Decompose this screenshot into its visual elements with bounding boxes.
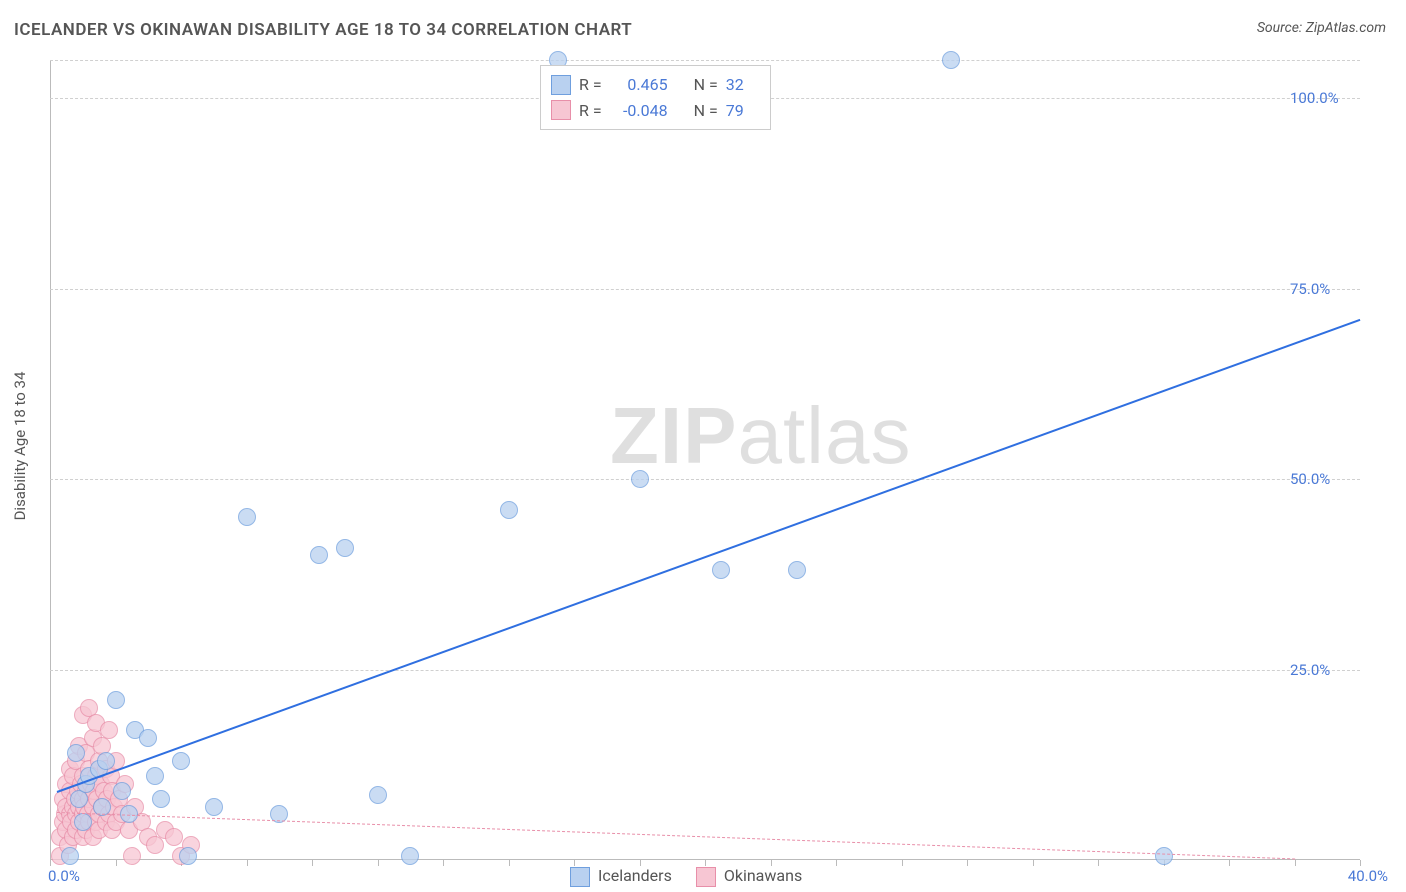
- gridline: [50, 479, 1360, 480]
- legend-swatch: [551, 75, 571, 95]
- data-point: [139, 729, 157, 747]
- legend-n-label: N =: [694, 72, 718, 98]
- legend-swatch: [570, 867, 590, 887]
- footer-legend-item: Okinawans: [696, 866, 802, 887]
- legend-n-value: 32: [726, 72, 756, 98]
- data-point: [369, 786, 387, 804]
- data-point: [500, 501, 518, 519]
- watermark-bold: ZIP: [610, 391, 737, 480]
- y-tick-label: 75.0%: [1290, 280, 1330, 298]
- y-tick-label: 100.0%: [1290, 89, 1339, 107]
- legend-row: R = 0.465 N = 32: [551, 72, 756, 98]
- data-point: [123, 847, 141, 865]
- x-tick: [1295, 860, 1296, 866]
- y-axis-line: [50, 60, 51, 860]
- legend-r-value: 0.465: [610, 72, 668, 98]
- watermark-rest: atlas: [737, 391, 911, 480]
- gridline: [50, 289, 1360, 290]
- x-tick: [312, 860, 313, 866]
- x-tick: [378, 860, 379, 866]
- trend-line: [57, 812, 1295, 859]
- legend-r-value: -0.048: [610, 98, 668, 124]
- legend-swatch: [696, 867, 716, 887]
- x-origin-label: 0.0%: [48, 867, 80, 885]
- x-tick: [836, 860, 837, 866]
- data-point: [238, 508, 256, 526]
- data-point: [631, 470, 649, 488]
- data-point: [336, 539, 354, 557]
- x-tick: [1033, 860, 1034, 866]
- gridline: [50, 670, 1360, 671]
- x-tick: [967, 860, 968, 866]
- watermark: ZIPatlas: [610, 390, 911, 482]
- data-point: [146, 836, 164, 854]
- gridline: [50, 60, 1360, 61]
- correlation-legend: R = 0.465 N = 32 R = -0.048 N = 79: [540, 65, 771, 130]
- data-point: [401, 847, 419, 865]
- data-point: [165, 828, 183, 846]
- data-point: [205, 798, 223, 816]
- source-link[interactable]: ZipAtlas.com: [1306, 20, 1386, 36]
- legend-r-label: R =: [579, 98, 602, 124]
- series-label: Icelanders: [598, 866, 672, 885]
- y-axis-title: Disability Age 18 to 34: [11, 372, 29, 521]
- source-attribution: Source: ZipAtlas.com: [1257, 20, 1386, 36]
- footer-legend-item: Icelanders: [570, 866, 672, 887]
- y-tick-label: 25.0%: [1290, 661, 1330, 679]
- x-tick: [509, 860, 510, 866]
- y-tick-label: 50.0%: [1290, 470, 1330, 488]
- legend-row: R = -0.048 N = 79: [551, 98, 756, 124]
- data-point: [310, 546, 328, 564]
- data-point: [788, 561, 806, 579]
- data-point: [1155, 847, 1173, 865]
- data-point: [146, 767, 164, 785]
- x-tick: [1098, 860, 1099, 866]
- legend-n-label: N =: [694, 98, 718, 124]
- x-tick: [1360, 860, 1361, 866]
- data-point: [152, 790, 170, 808]
- source-label: Source:: [1257, 20, 1306, 36]
- data-point: [179, 847, 197, 865]
- legend-swatch: [551, 100, 571, 120]
- x-max-label: 40.0%: [1348, 867, 1388, 885]
- data-point: [74, 813, 92, 831]
- chart-title: ICELANDER VS OKINAWAN DISABILITY AGE 18 …: [14, 20, 632, 40]
- data-point: [107, 691, 125, 709]
- x-tick: [247, 860, 248, 866]
- legend-r-label: R =: [579, 72, 602, 98]
- data-point: [712, 561, 730, 579]
- x-tick: [116, 860, 117, 866]
- data-point: [942, 51, 960, 69]
- x-tick: [902, 860, 903, 866]
- legend-n-value: 79: [726, 98, 756, 124]
- data-point: [97, 752, 115, 770]
- trend-line: [56, 319, 1360, 793]
- data-point: [172, 752, 190, 770]
- data-point: [113, 782, 131, 800]
- data-point: [61, 847, 79, 865]
- series-label: Okinawans: [724, 866, 802, 885]
- plot-area: ZIPatlas: [50, 60, 1360, 860]
- series-legend: Icelanders Okinawans: [570, 866, 802, 887]
- data-point: [100, 721, 118, 739]
- x-tick: [50, 860, 51, 866]
- x-tick: [1229, 860, 1230, 866]
- x-tick: [443, 860, 444, 866]
- data-point: [67, 744, 85, 762]
